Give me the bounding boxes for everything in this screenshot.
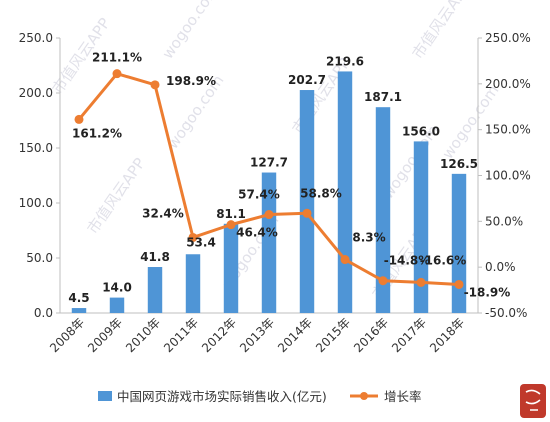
bar: [451, 173, 467, 313]
growth-value-label: -14.8%: [384, 254, 431, 268]
bar: [71, 308, 87, 313]
bar: [261, 172, 277, 313]
bar-value-label: 4.5: [68, 291, 89, 305]
x-tick-label: 2018年: [427, 315, 467, 355]
line-point: [378, 276, 388, 286]
bar: [337, 71, 353, 313]
y-right-tick-label: -50.0%: [485, 306, 527, 320]
growth-value-label: 161.2%: [72, 126, 122, 140]
y-left-tick-label: 50.0: [26, 251, 53, 265]
x-tick-label: 2008年: [47, 315, 87, 355]
bar-value-label: 41.8: [140, 250, 170, 264]
bar-value-label: 219.6: [326, 54, 364, 68]
line-point: [188, 232, 198, 242]
y-left-tick-label: 150.0: [19, 141, 53, 155]
legend-swatch-bar: [98, 391, 112, 401]
watermark-text: wogoo.com: [159, 0, 223, 62]
growth-value-label: 58.8%: [300, 186, 342, 200]
y-right-tick-label: 50.0%: [485, 214, 523, 228]
line-point: [112, 69, 122, 79]
growth-value-label: 211.1%: [92, 51, 142, 65]
growth-value-label: 57.4%: [238, 188, 280, 202]
bar: [413, 141, 429, 313]
y-right-tick-label: 250.0%: [485, 31, 531, 45]
growth-value-label: -16.6%: [420, 253, 467, 267]
line-point: [226, 220, 236, 230]
y-left-tick-label: 200.0: [19, 86, 53, 100]
bar-value-label: 14.0: [102, 281, 132, 295]
seal-logo: [520, 384, 546, 418]
x-tick-label: 2017年: [389, 315, 429, 355]
legend-marker-line: [360, 392, 368, 400]
line-point: [302, 208, 312, 218]
y-right-tick-label: 150.0%: [485, 123, 531, 137]
line-point: [454, 279, 464, 289]
line-series: [74, 69, 464, 289]
y-left-tick-label: 0.0: [34, 306, 53, 320]
growth-value-label: 198.9%: [166, 74, 216, 88]
bar: [147, 267, 163, 313]
line-point: [340, 255, 350, 265]
bar-value-label: 81.1: [216, 207, 246, 221]
growth-value-label: -18.9%: [464, 285, 511, 299]
y-right-tick-label: 200.0%: [485, 77, 531, 91]
bar: [185, 254, 201, 313]
seal-mark: [525, 389, 541, 411]
line-point: [150, 80, 160, 90]
bar-value-label: 202.7: [288, 73, 326, 87]
bar-value-label: 156.0: [402, 124, 440, 138]
bar: [299, 90, 315, 313]
legend-label-line: 增长率: [384, 389, 422, 404]
y-right-tick-label: 100.0%: [485, 169, 531, 183]
legend-label-bar: 中国网页游戏市场实际销售收入(亿元): [117, 389, 327, 404]
watermark-text: 市值风云APP: [84, 155, 149, 238]
bar-value-label: 187.1: [364, 90, 402, 104]
x-tick-label: 2015年: [313, 315, 353, 355]
x-tick-label: 2012年: [199, 315, 239, 355]
line-point: [264, 210, 274, 220]
growth-value-label: 8.3%: [352, 231, 385, 245]
x-tick-label: 2010年: [123, 315, 163, 355]
bar: [223, 223, 239, 313]
x-tick-label: 2013年: [237, 315, 277, 355]
y-right-tick-label: 0.0%: [485, 260, 516, 274]
x-tick-label: 2016年: [351, 315, 391, 355]
bar-value-label: 126.5: [440, 157, 478, 171]
line-point: [416, 277, 426, 287]
seal-icon: [520, 384, 546, 418]
bar: [375, 107, 391, 313]
bar-value-label: 127.7: [250, 156, 288, 170]
x-tick-label: 2014年: [275, 315, 315, 355]
watermark-text: 市值风云APP: [409, 0, 474, 62]
y-left-tick-label: 250.0: [19, 31, 53, 45]
y-left-tick-label: 100.0: [19, 196, 53, 210]
growth-value-label: 32.4%: [142, 206, 184, 220]
bar-series: [71, 71, 467, 313]
x-tick-label: 2009年: [85, 315, 125, 355]
line-point: [74, 114, 84, 124]
legend: 中国网页游戏市场实际销售收入(亿元) 增长率: [98, 389, 422, 404]
bar-value-label: 53.4: [186, 235, 216, 249]
x-tick-label: 2011年: [161, 315, 201, 355]
bar: [109, 297, 125, 313]
growth-value-label: 46.4%: [236, 226, 278, 240]
